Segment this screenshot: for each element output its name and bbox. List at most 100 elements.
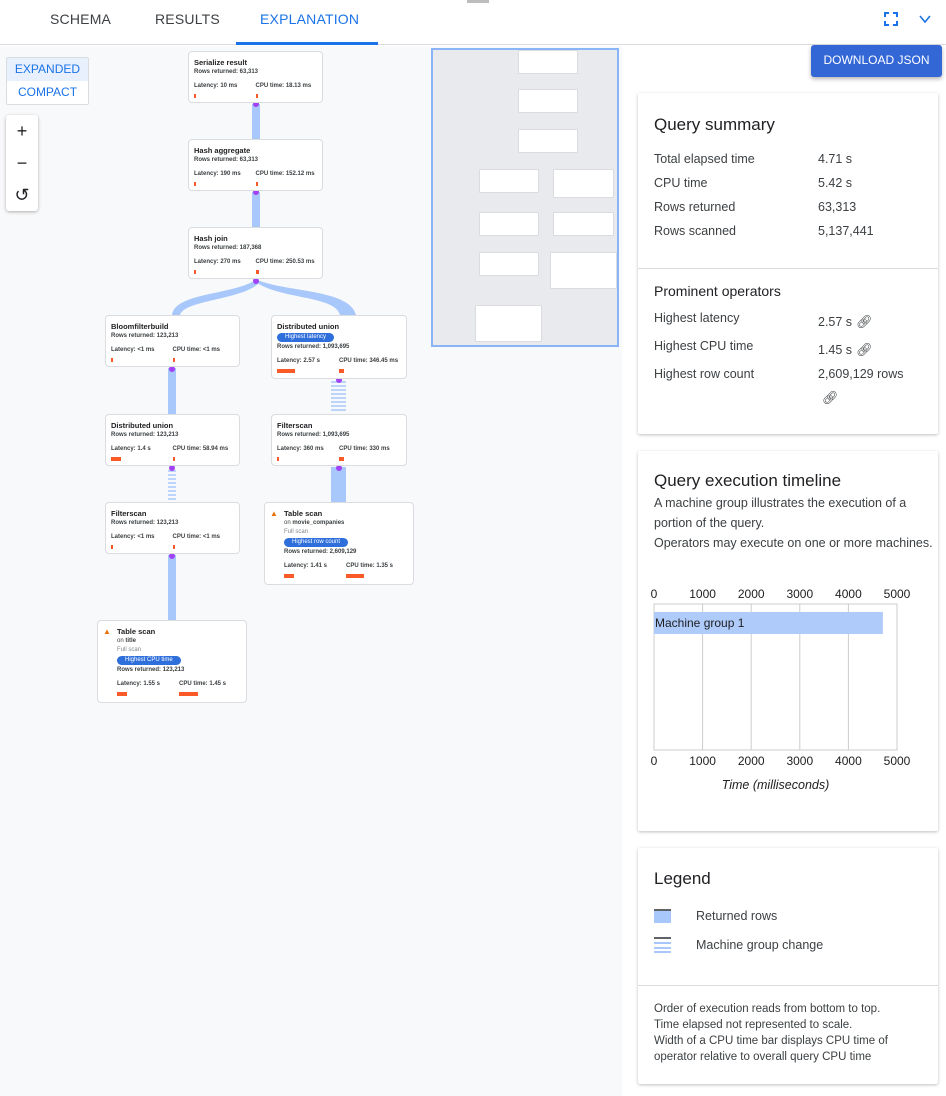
query-summary-title: Query summary — [654, 115, 775, 134]
warning-icon: ▲ — [270, 509, 278, 518]
plan-node[interactable]: Bloomfilterbuild Rows returned: 123,213 La… — [105, 315, 240, 367]
latency-label: Latency: 10 ms — [194, 83, 238, 89]
zoom-in-button[interactable]: + — [16, 121, 28, 141]
plan-node[interactable]: ▲ Table scan on title Full scan Highest CPU … — [97, 620, 247, 703]
cpu-bar — [172, 545, 175, 549]
node-badge: Highest latency — [277, 333, 335, 342]
cpu-label: CPU time: <1 ms — [172, 534, 221, 540]
cpu-bar — [179, 692, 199, 696]
node-cpu: CPU time: <1 ms — [172, 346, 235, 362]
minimap[interactable] — [431, 48, 619, 347]
node-badge: Highest CPU time — [117, 656, 181, 665]
prominent-label: Highest CPU time — [654, 339, 754, 353]
zoom-out-button[interactable]: − — [16, 153, 28, 173]
node-latency: Latency: 360 ms — [277, 445, 339, 461]
cpu-bar — [255, 94, 258, 98]
expanded-button[interactable]: EXPANDED — [7, 58, 88, 81]
timeline-title: Query execution timeline — [654, 471, 842, 490]
latency-bar — [111, 358, 113, 362]
compact-button[interactable]: COMPACT — [17, 85, 78, 99]
plan-node[interactable]: Hash join Rows returned: 187,368 Latency: … — [188, 227, 323, 279]
cpu-label: CPU time: <1 ms — [172, 347, 221, 353]
cpu-bar — [346, 574, 364, 578]
drag-handle[interactable] — [467, 0, 489, 3]
link-icon[interactable]: 🔗︎ — [822, 390, 839, 405]
node-rows: Rows returned: 123,213 — [111, 432, 179, 438]
plan-node[interactable]: Filterscan Rows returned: 1,093,695 Latenc… — [271, 414, 407, 466]
download-json-button[interactable]: DOWNLOAD JSON — [811, 45, 942, 77]
latency-bar — [194, 182, 196, 186]
latency-bar — [194, 94, 196, 98]
cpu-label: CPU time: 1.45 s — [179, 681, 227, 687]
node-cpu: CPU time: 58.94 ms — [172, 445, 235, 461]
cpu-label: CPU time: 330 ms — [339, 446, 390, 452]
node-title: Table scan — [284, 509, 323, 518]
tab-explanation[interactable]: EXPLANATION — [260, 11, 360, 27]
summary-label: Rows scanned — [654, 224, 736, 238]
summary-value: 5,137,441 — [818, 224, 874, 238]
x-tick-label-top: 3000 — [786, 587, 813, 601]
chevron-down-icon[interactable] — [918, 12, 932, 30]
latency-label: Latency: 2.57 s — [277, 358, 321, 364]
link-icon[interactable]: 🔗︎ — [856, 342, 873, 357]
x-tick-label-top: 0 — [651, 587, 658, 601]
node-rows: Rows returned: 187,368 — [194, 245, 262, 251]
plan-node[interactable]: Distributed union Rows returned: 123,213 L… — [105, 414, 240, 466]
node-scan-type: Full scan — [117, 647, 142, 653]
cpu-label: CPU time: 346.45 ms — [339, 358, 399, 364]
plan-connectors — [168, 101, 356, 620]
node-rows: Rows returned: 63,313 — [194, 69, 259, 75]
returned-rows-swatch — [654, 909, 671, 923]
cpu-bar — [172, 457, 175, 461]
node-rows: Rows returned: 63,313 — [194, 157, 259, 163]
node-title: Table scan — [117, 627, 156, 636]
tab-results[interactable]: RESULTS — [155, 11, 220, 27]
node-latency: Latency: 1.4 s — [111, 445, 173, 461]
node-latency: Latency: 270 ms — [194, 258, 256, 274]
cpu-bar — [339, 369, 344, 373]
cpu-label: CPU time: 1.35 s — [346, 563, 394, 569]
plan-node[interactable]: Serialize result Rows returned: 63,313 Lat… — [188, 51, 323, 103]
tab-schema[interactable]: SCHEMA — [50, 11, 112, 27]
latency-bar — [111, 457, 121, 461]
zoom-controls: + − ↺ — [6, 115, 38, 211]
timeline-description: A machine group illustrates the executio… — [654, 496, 907, 530]
legend-note: Time elapsed not represented to scale. — [654, 1019, 853, 1031]
latency-bar — [284, 574, 294, 578]
latency-bar — [277, 369, 295, 373]
minimap-node — [479, 169, 539, 193]
bar-label: Machine group 1 — [655, 616, 745, 630]
plan-node[interactable]: Hash aggregate Rows returned: 63,313 Laten… — [188, 139, 323, 191]
node-rows: Rows returned: 2,609,129 — [284, 549, 357, 555]
x-tick-label-bottom: 5000 — [884, 754, 911, 768]
reset-zoom-button[interactable]: ↺ — [14, 185, 30, 205]
flow-edge — [252, 104, 260, 139]
node-title: Hash aggregate — [194, 146, 251, 155]
flow-edge — [172, 281, 258, 315]
summary-label: Total elapsed time — [654, 152, 755, 166]
node-scan-type: Full scan — [284, 529, 309, 535]
legend-item: Returned rows — [696, 909, 778, 923]
x-tick-label-top: 2000 — [738, 587, 765, 601]
legend-title: Legend — [654, 869, 711, 888]
cpu-bar — [339, 457, 344, 461]
latency-label: Latency: 1.55 s — [117, 681, 161, 687]
fullscreen-icon[interactable] — [884, 12, 898, 30]
legend-item: Machine group change — [696, 938, 824, 952]
plan-node[interactable]: ▲ Table scan on movie_companies Full scan Hi… — [264, 502, 414, 585]
x-tick-label-bottom: 2000 — [738, 754, 765, 768]
plan-node[interactable]: Distributed union Highest latency Rows ret… — [271, 315, 407, 379]
legend-note: Width of a CPU time bar displays CPU tim… — [654, 1035, 888, 1063]
prominent-operators-title: Prominent operators — [654, 283, 781, 299]
minimap-node — [553, 212, 614, 236]
node-latency: Latency: 10 ms — [194, 82, 256, 98]
node-on: on — [117, 638, 126, 644]
plan-node[interactable]: Filterscan Rows returned: 123,213 Latency:… — [105, 502, 240, 554]
node-cpu: CPU time: 1.45 s — [179, 680, 241, 696]
node-badge: Highest row count — [284, 538, 349, 547]
minimap-node — [550, 252, 617, 289]
node-latency: Latency: 1.55 s — [117, 680, 179, 696]
cpu-bar — [172, 358, 175, 362]
legend-note: Order of execution reads from bottom to … — [654, 1003, 881, 1015]
link-icon[interactable]: 🔗︎ — [856, 314, 873, 329]
